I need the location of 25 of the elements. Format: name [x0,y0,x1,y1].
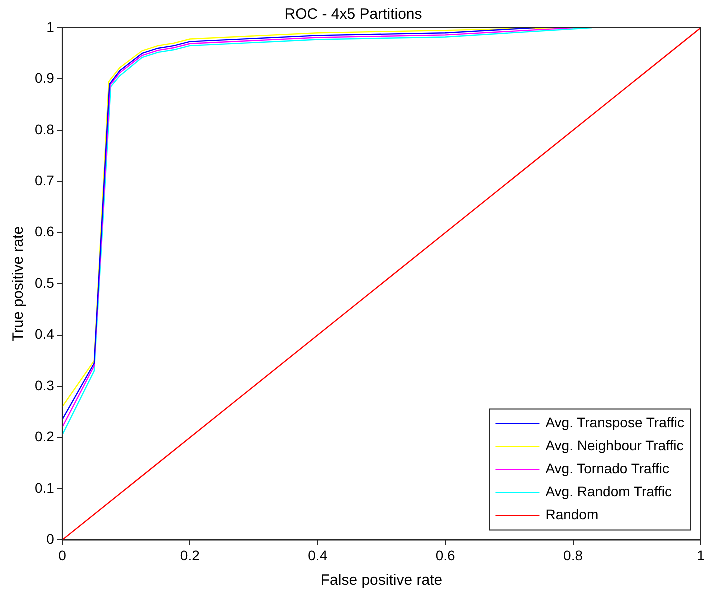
y-tick-label: 0 [46,531,55,548]
y-tick-label: 0.3 [34,377,55,394]
x-tick-label: 0.4 [308,547,328,564]
y-tick-label: 1 [46,18,55,35]
y-tick-label: 0.1 [34,480,55,496]
x-tick-label: 0.8 [564,547,584,564]
y-tick-label: 0.7 [34,172,55,189]
chart-title: ROC - 4x5 Partitions [284,6,422,24]
y-tick-label: 0.8 [34,121,55,138]
y-tick-label: 0.2 [34,428,55,445]
y-tick-label: 0.4 [34,326,55,342]
x-tick-label: 0 [58,547,67,564]
y-axis-title: True positive rate [10,226,28,342]
legend-label: Avg. Neighbour Traffic [546,438,684,454]
legend-label: Random [546,506,599,523]
legend-label: Avg. Tornado Traffic [546,460,670,477]
legend-label: Avg. Random Traffic [546,484,672,500]
x-tick-label: 1 [697,547,706,564]
x-tick-label: 0.2 [180,547,200,564]
y-tick-label: 0.6 [34,224,55,240]
y-tick-label: 0.5 [34,274,55,291]
x-tick-label: 0.6 [436,547,456,564]
legend-label: Avg. Transpose Traffic [546,414,684,431]
x-axis-title: False positive rate [320,572,443,590]
y-tick-label: 0.9 [34,70,55,86]
